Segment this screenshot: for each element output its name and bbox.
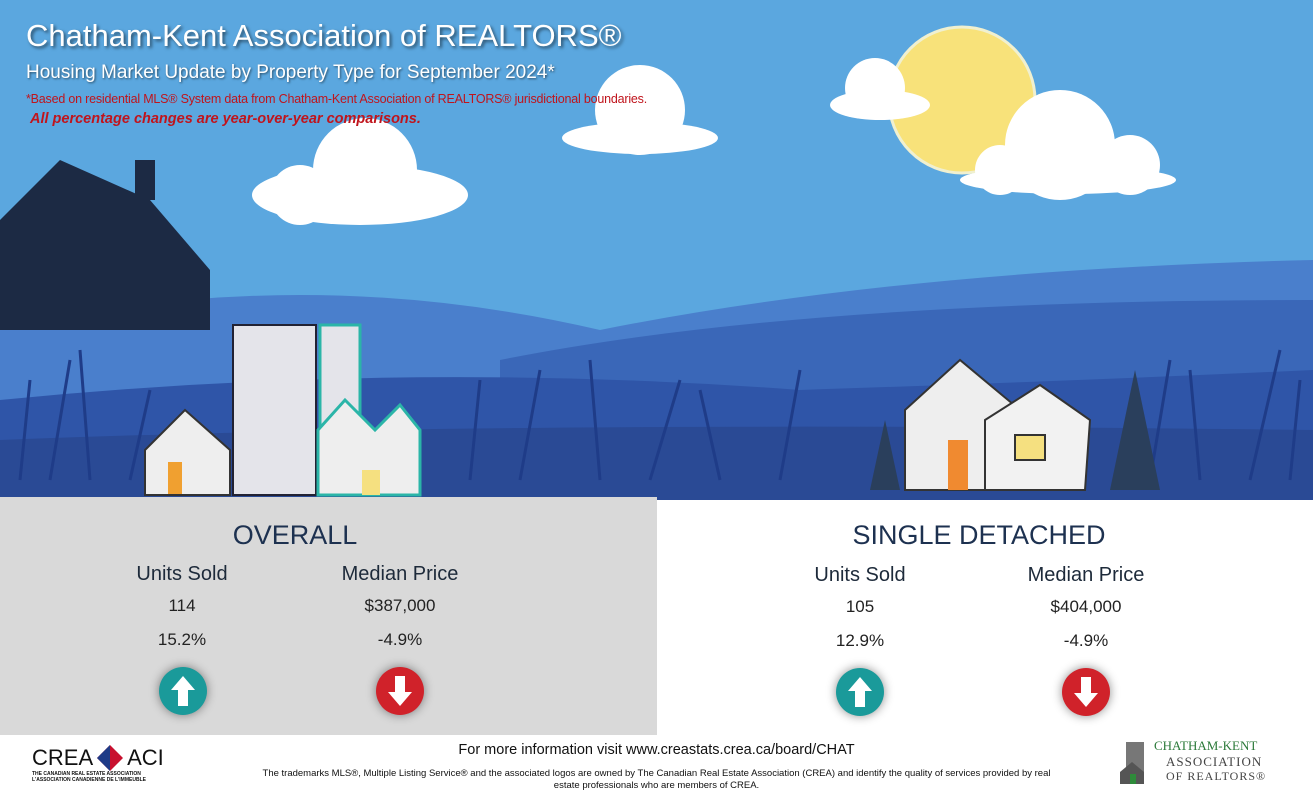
crea-logo-text: CREA xyxy=(32,745,94,770)
aci-logo-text: ACI xyxy=(127,745,164,770)
ck-logo-line1: CHATHAM-KENT xyxy=(1154,738,1258,753)
up-arrow-icon xyxy=(159,667,207,715)
overall-median-price: $387,000 xyxy=(364,596,436,615)
chatham-kent-logo: CHATHAM-KENT ASSOCIATION OF REALTORS® xyxy=(1120,738,1290,788)
overall-price-change: -4.9% xyxy=(377,630,423,649)
crea-logo-line2: L'ASSOCIATION CANADIENNE DE L'IMMEUBLE xyxy=(32,777,146,783)
data-footnote: *Based on residential MLS® System data f… xyxy=(26,92,647,106)
landscape-illustration xyxy=(0,0,1313,500)
page-title: Chatham-Kent Association of REALTORS® xyxy=(26,18,622,53)
small-house-left xyxy=(144,408,231,496)
more-info-link[interactable]: For more information visit www.creastats… xyxy=(458,742,855,758)
building-icon xyxy=(1120,742,1144,784)
single-detached-house xyxy=(904,358,1092,491)
overall-title: OVERALL xyxy=(232,520,358,550)
pine-trees xyxy=(870,370,1160,490)
cloud xyxy=(252,58,1176,225)
single-detached-units-sold: 105 xyxy=(845,597,875,616)
page-subtitle: Housing Market Update by Property Type f… xyxy=(26,62,555,83)
trademark-notice: The trademarks MLS®, Multiple Listing Se… xyxy=(262,768,1051,791)
apartment-building xyxy=(232,323,362,497)
hilltop-house xyxy=(0,160,210,330)
single-detached-median-price-label: Median Price xyxy=(1027,564,1145,586)
crea-logo: CREA ACI THE CANADIAN REAL ESTATE ASSOCI… xyxy=(32,745,172,783)
overall-units-sold-label: Units Sold xyxy=(136,563,228,585)
overall-panel xyxy=(0,497,657,735)
single-detached-median-price: $404,000 xyxy=(1050,597,1122,616)
single-detached-units-change: 12.9% xyxy=(835,631,885,650)
grass xyxy=(18,349,1302,481)
crea-logo-line1: THE CANADIAN REAL ESTATE ASSOCIATION xyxy=(32,771,141,777)
overall-units-change: 15.2% xyxy=(157,630,207,649)
down-arrow-icon xyxy=(376,667,424,715)
overall-units-sold: 114 xyxy=(168,596,196,615)
single-detached-price-change: -4.9% xyxy=(1063,631,1109,650)
single-detached-units-sold-label: Units Sold xyxy=(814,564,906,586)
crea-diamond-icon xyxy=(97,745,124,771)
ck-logo-line2: ASSOCIATION xyxy=(1166,754,1263,769)
down-arrow-icon xyxy=(1062,668,1110,716)
single-detached-title: SINGLE DETACHED xyxy=(852,520,1106,550)
up-arrow-icon xyxy=(836,668,884,716)
comparison-note: All percentage changes are year-over-yea… xyxy=(30,111,421,127)
overall-median-price-label: Median Price xyxy=(341,563,459,585)
townhouses xyxy=(316,397,422,497)
ck-logo-line3: OF REALTORS® xyxy=(1166,769,1267,783)
